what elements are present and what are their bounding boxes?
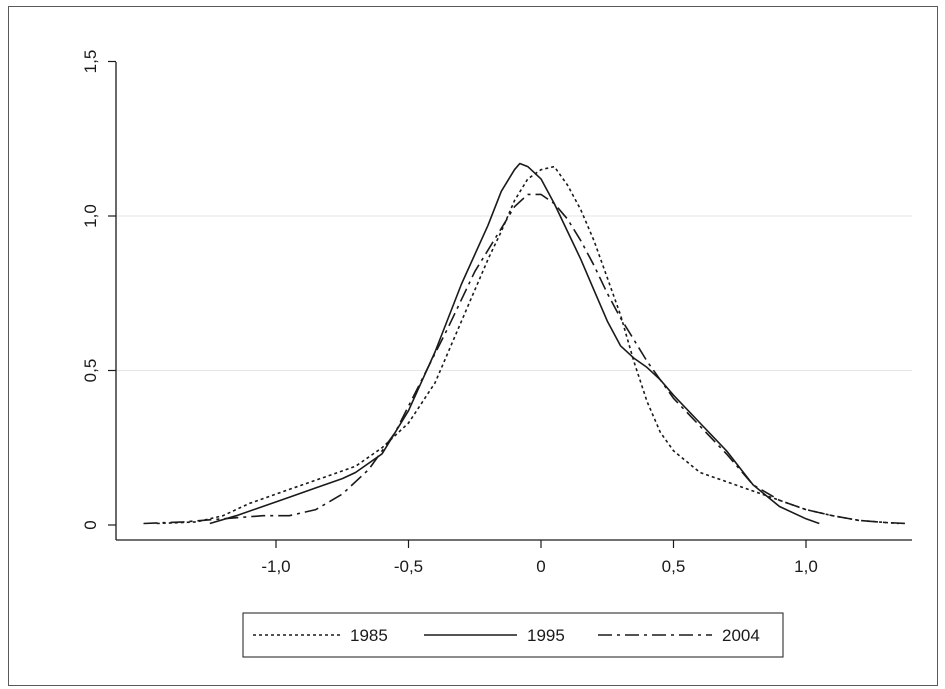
legend-label-1995: 1995 — [527, 626, 565, 645]
x-tick-label: -1,0 — [261, 557, 290, 576]
x-tick-label: 1,0 — [794, 557, 818, 576]
series-line-1985 — [156, 165, 899, 525]
y-tick-label: 1,0 — [81, 204, 100, 228]
grid-layer — [116, 215, 912, 371]
series-line-2004 — [143, 193, 907, 525]
legend-label-2004: 2004 — [722, 626, 760, 645]
chart-frame — [8, 6, 938, 686]
y-tick-label: 0 — [81, 520, 100, 529]
y-tick-label: 1,5 — [81, 50, 100, 74]
axis-layer: 0 0,5 1,0 1,5 -1,0 -0,5 0 0,5 1,0 — [81, 50, 912, 576]
series-line-1995 — [209, 162, 820, 525]
y-tick-label: 0,5 — [81, 359, 100, 383]
series-layer — [143, 162, 907, 525]
x-tick-label: -0,5 — [394, 557, 423, 576]
x-tick-label: 0,5 — [662, 557, 686, 576]
x-tick-label: 0 — [536, 557, 545, 576]
legend: 1985 1995 2004 — [242, 612, 784, 658]
legend-label-1985: 1985 — [350, 626, 388, 645]
